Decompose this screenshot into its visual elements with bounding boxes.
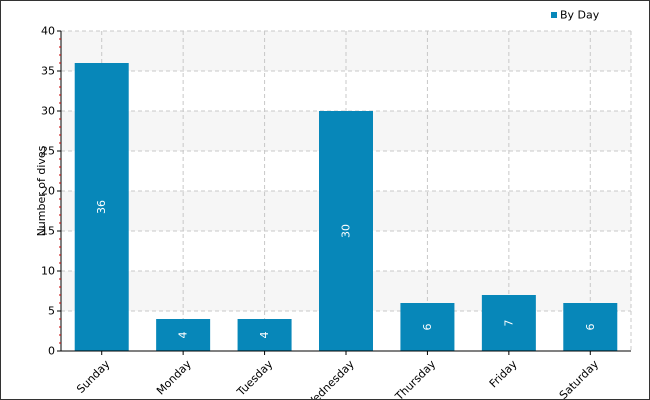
bar xyxy=(237,319,292,351)
x-tick-label: Friday xyxy=(487,357,520,390)
bar-value-label: 4 xyxy=(177,332,190,339)
y-tick-label: 35 xyxy=(41,65,55,78)
bars: 36 4 4 30 6 7 6 xyxy=(74,63,618,351)
y-tick-label: 30 xyxy=(41,105,55,118)
bar xyxy=(156,319,211,351)
x-tick-label: Saturday xyxy=(557,357,602,399)
bar-value-label: 6 xyxy=(584,324,597,331)
x-tick-label: Thursday xyxy=(392,357,438,399)
legend[interactable]: By Day xyxy=(551,9,600,22)
bar-value-label: 30 xyxy=(340,224,353,238)
x-tick-label: Wednesday xyxy=(303,357,358,399)
bar xyxy=(319,111,373,351)
grid-band xyxy=(61,31,631,71)
y-tick-label: 0 xyxy=(48,345,55,358)
bar-value-label: 4 xyxy=(258,332,271,339)
y-tick-label: 25 xyxy=(41,145,55,158)
x-tick-label: Tuesday xyxy=(234,357,276,399)
x-tick-label: Monday xyxy=(154,357,194,397)
x-axis-ticks: Sunday Monday Tuesday Wednesday Thursday Frid… xyxy=(74,351,601,399)
x-tick-label: Sunday xyxy=(74,357,113,396)
bar-value-label: 7 xyxy=(502,320,515,327)
bar xyxy=(74,63,129,351)
bar-value-label: 6 xyxy=(421,324,434,331)
y-axis-title: Number of dives xyxy=(35,145,48,236)
bar xyxy=(563,303,618,351)
y-tick-label: 15 xyxy=(41,225,55,238)
y-tick-label: 40 xyxy=(41,25,55,38)
y-tick-label: 5 xyxy=(48,305,55,318)
legend-label: By Day xyxy=(560,9,600,22)
y-tick-label: 10 xyxy=(41,265,55,278)
bar xyxy=(400,303,455,351)
y-tick-label: 20 xyxy=(41,185,55,198)
y-axis-ticks: 0 5 10 15 20 25 30 35 40 xyxy=(41,25,61,358)
bar xyxy=(481,295,536,351)
legend-swatch xyxy=(551,12,557,18)
bar-value-label: 36 xyxy=(95,200,108,214)
